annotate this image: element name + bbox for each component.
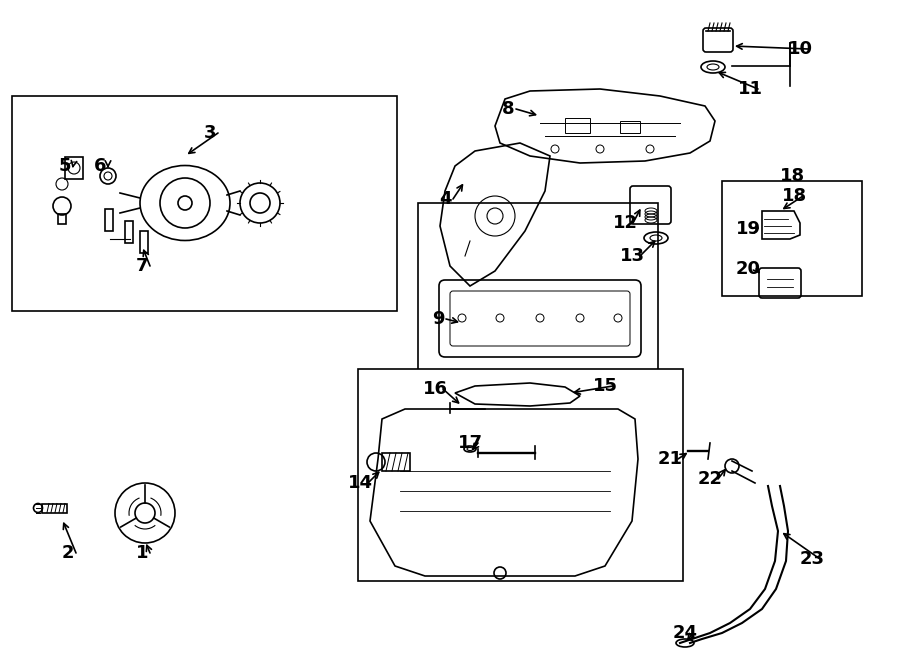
- Text: 16: 16: [422, 380, 447, 398]
- Text: 7: 7: [136, 257, 149, 275]
- Text: 18: 18: [782, 187, 807, 205]
- Text: 24: 24: [672, 624, 698, 642]
- Bar: [358, 369, 683, 581]
- Text: 23: 23: [799, 550, 824, 568]
- Text: 19: 19: [735, 220, 760, 238]
- Bar: [58, 214, 66, 224]
- Text: 10: 10: [788, 40, 813, 58]
- Text: 6: 6: [94, 157, 106, 175]
- Bar: [140, 231, 148, 253]
- Text: 5: 5: [58, 157, 71, 175]
- Bar: [620, 121, 640, 133]
- Text: 1: 1: [136, 544, 149, 562]
- Bar: [105, 209, 113, 231]
- Bar: [65, 157, 83, 179]
- Text: 3: 3: [203, 124, 216, 142]
- Text: 20: 20: [735, 260, 760, 278]
- Text: 21: 21: [658, 450, 682, 468]
- Text: 22: 22: [698, 470, 723, 488]
- Text: 13: 13: [619, 247, 644, 265]
- Bar: [125, 221, 133, 243]
- Bar: [722, 181, 862, 296]
- Text: 4: 4: [439, 190, 451, 208]
- Text: 8: 8: [501, 100, 514, 118]
- Text: 12: 12: [613, 214, 637, 232]
- Text: 17: 17: [457, 434, 482, 452]
- Bar: [418, 203, 658, 381]
- Text: 15: 15: [592, 377, 617, 395]
- Bar: [565, 118, 590, 133]
- Text: 18: 18: [779, 167, 805, 185]
- Text: 11: 11: [737, 80, 762, 98]
- Text: 9: 9: [432, 310, 445, 328]
- Bar: [382, 453, 410, 471]
- Text: 14: 14: [347, 474, 373, 492]
- Text: 2: 2: [62, 544, 74, 562]
- Bar: [12, 96, 397, 311]
